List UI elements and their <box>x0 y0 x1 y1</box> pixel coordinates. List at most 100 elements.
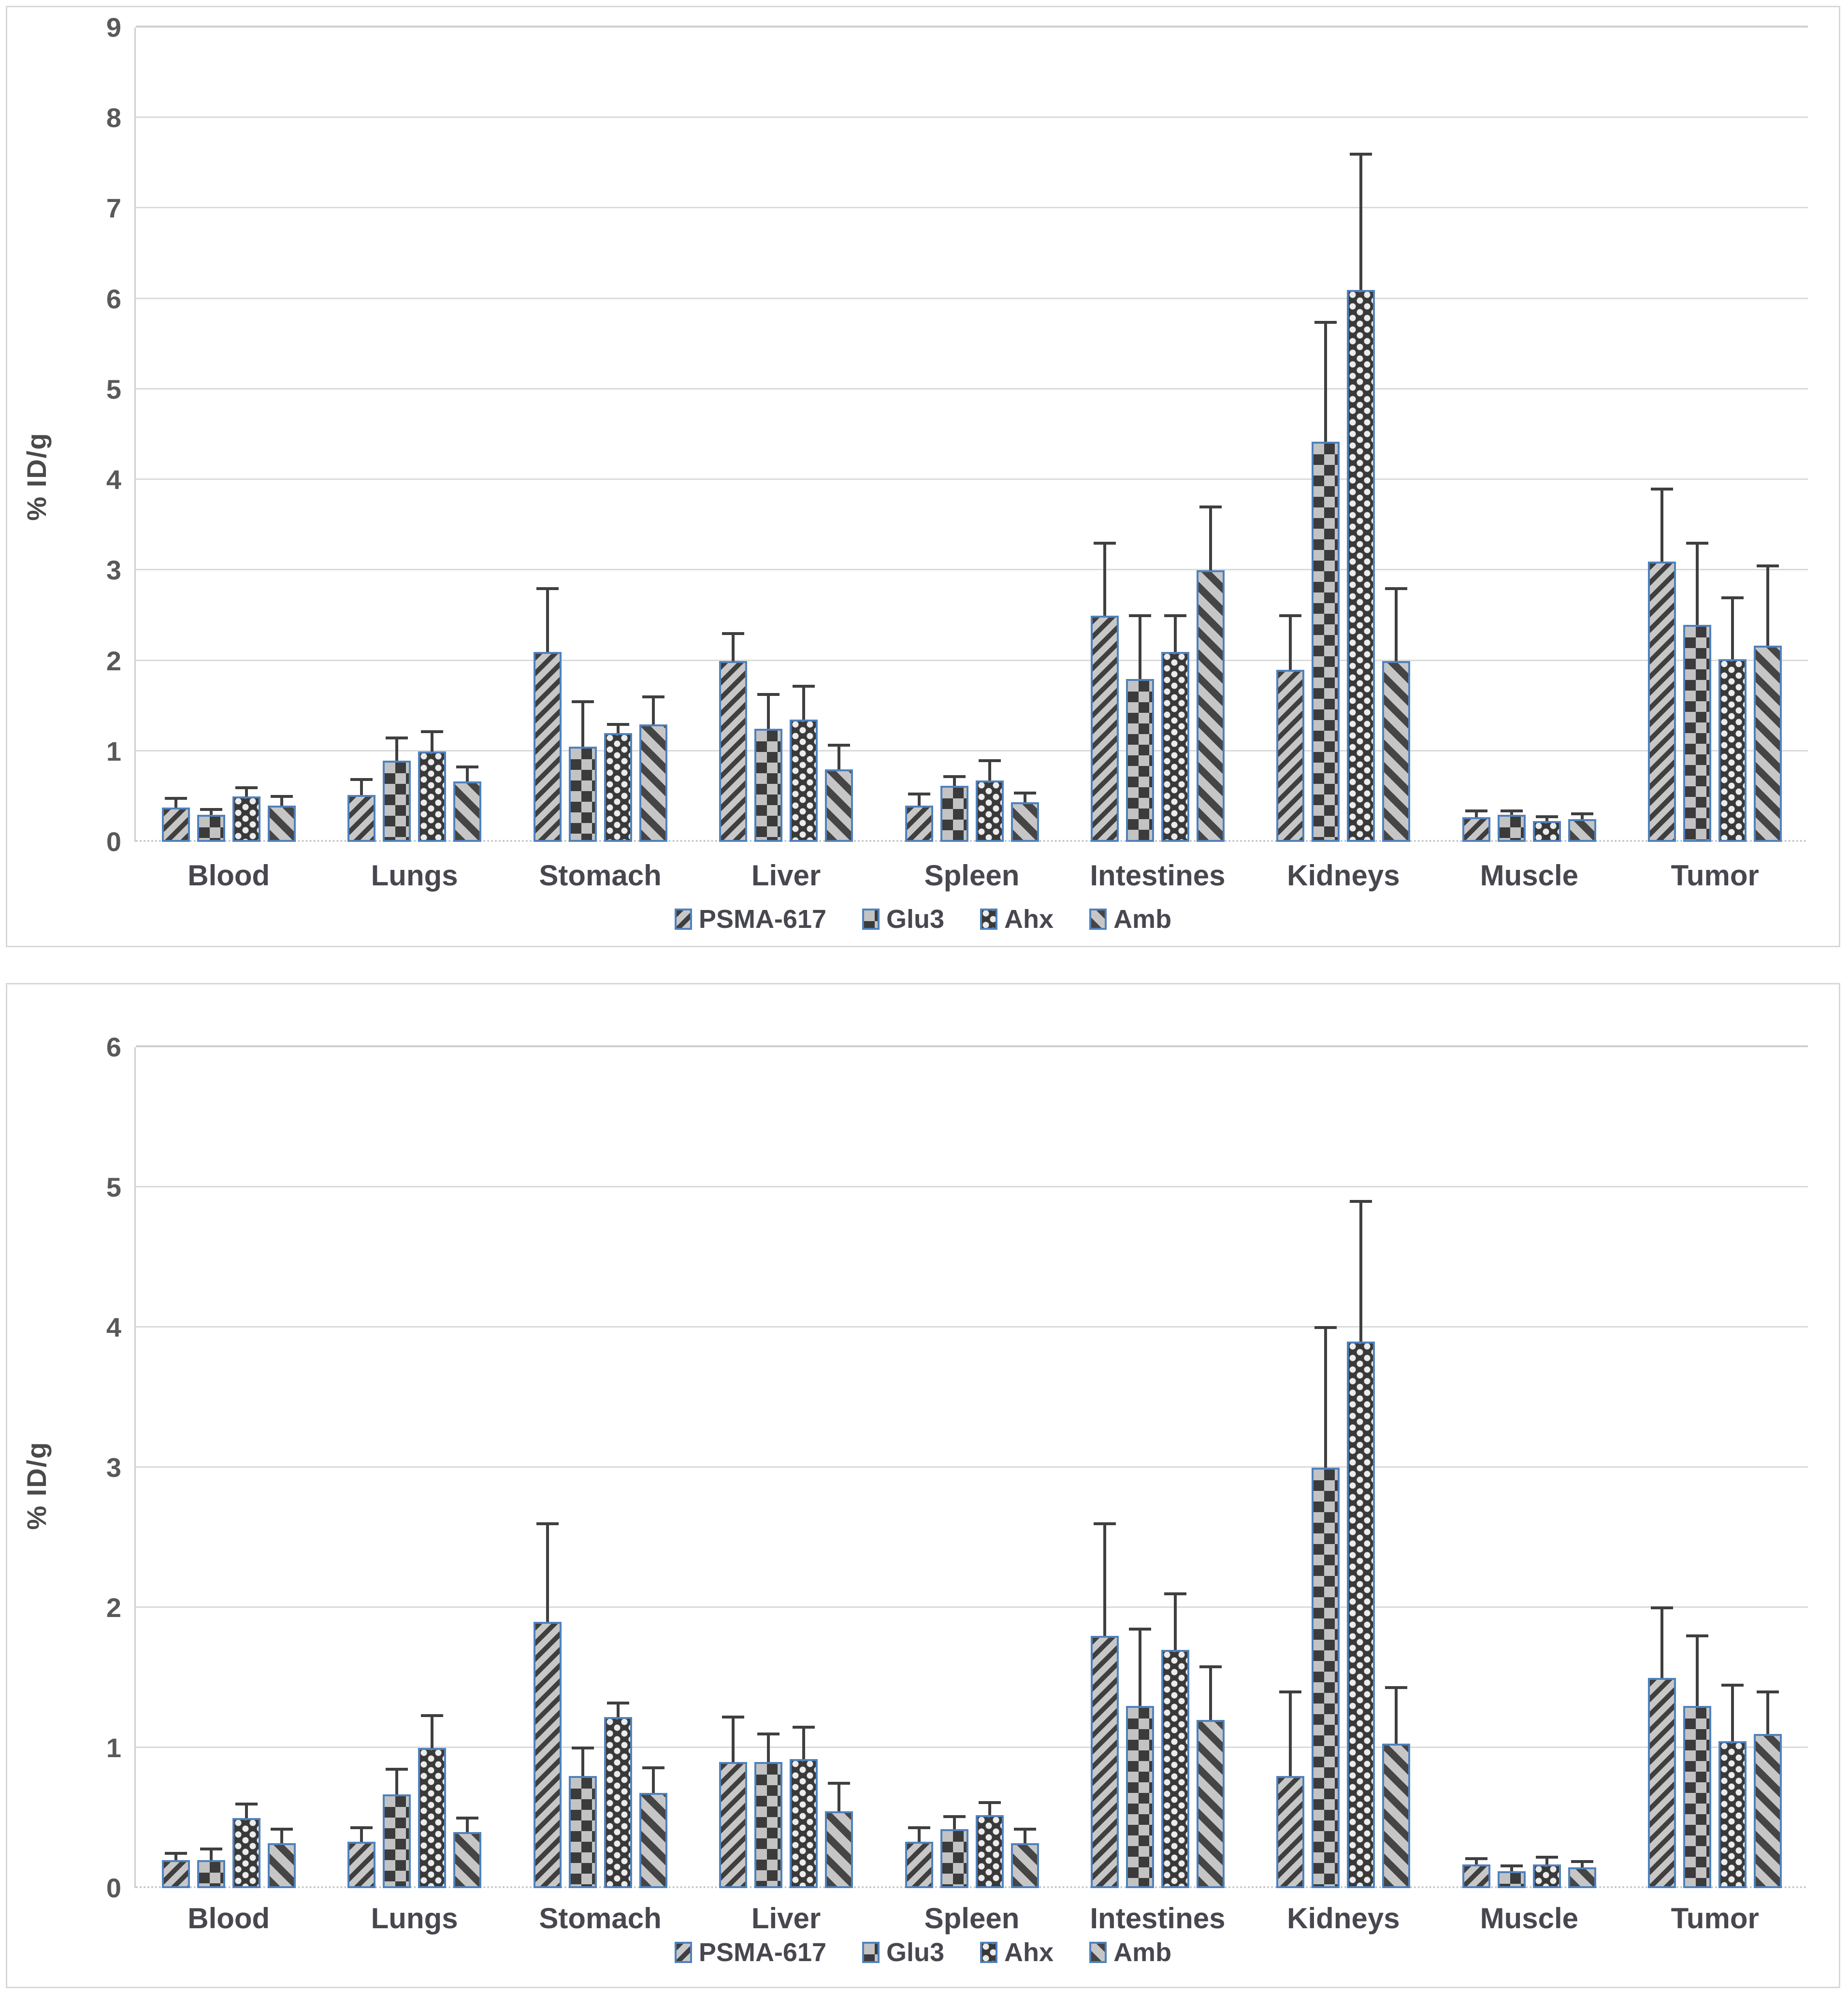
error-bar-cap <box>908 1826 930 1830</box>
y-tick-label: 4 <box>106 1312 121 1343</box>
error-bar <box>1103 543 1106 616</box>
legend-label: PSMA-617 <box>698 1938 827 1967</box>
error-bar-cap <box>722 1716 745 1719</box>
legend-label: Amb <box>1113 1938 1172 1967</box>
error-bar-cap <box>606 1702 629 1705</box>
error-bar-cap <box>1350 1200 1372 1203</box>
bar-glu3-liver <box>754 1762 783 1888</box>
error-bar-cap <box>1385 587 1408 590</box>
plot-area <box>134 1045 1808 1888</box>
bar-ahx-tumor <box>1718 659 1747 842</box>
error-bar-cap <box>270 1828 293 1831</box>
error-bar <box>732 634 735 661</box>
error-bar <box>1766 1692 1770 1734</box>
error-bar <box>1173 1594 1177 1650</box>
bottom-chart-panel: % ID/g PSMA-617 Glu3 Ahx Amb 0 1 2 3 4 5 6 Blood Lu… <box>6 983 1840 1988</box>
error-bar <box>1103 1524 1106 1636</box>
bar-ahx-lungs <box>418 751 447 842</box>
bar-amb-liver <box>825 769 853 842</box>
bar-ahx-stomach <box>604 733 632 842</box>
error-bar-cap <box>1385 1686 1408 1690</box>
legend-item-glu3: Glu3 <box>862 904 944 934</box>
gridline-y-6 <box>136 1045 1808 1047</box>
error-bar <box>767 1734 770 1762</box>
bar-amb-muscle <box>1568 1867 1596 1888</box>
legend-swatch-amb <box>1089 909 1107 930</box>
gridline-y-2 <box>136 659 1808 661</box>
bar-ahx-spleen <box>975 1815 1004 1888</box>
error-bar-cap <box>1571 812 1593 815</box>
error-bar-cap <box>164 797 187 800</box>
bar-ahx-intestines <box>1161 1650 1189 1888</box>
error-bar-cap <box>571 1747 594 1749</box>
error-bar <box>466 1818 469 1832</box>
error-bar <box>651 697 655 724</box>
error-bar <box>767 694 770 729</box>
bar-glu3-intestines <box>1126 1706 1154 1888</box>
error-bar-cap <box>1721 596 1744 599</box>
x-category-label-kidneys: Kidneys <box>1287 859 1400 892</box>
y-tick-label: 6 <box>106 283 121 314</box>
y-axis-title: % ID/g <box>21 1441 52 1530</box>
legend-swatch-ahx <box>980 1942 998 1963</box>
error-bar <box>360 1828 363 1842</box>
error-bar <box>1545 1857 1548 1864</box>
legend-label: Ahx <box>1004 1938 1054 1967</box>
bar-amb-stomach <box>639 724 667 842</box>
bar-glu3-stomach <box>568 747 597 842</box>
legend-swatch-ahx <box>980 909 998 930</box>
bar-ahx-spleen <box>975 780 1004 842</box>
error-bar <box>1138 615 1141 679</box>
x-category-label-blood: Blood <box>188 859 270 892</box>
error-bar <box>280 796 283 806</box>
bar-psma-617-stomach <box>533 651 562 842</box>
bar-amb-spleen <box>1011 802 1039 842</box>
gridline-y-3 <box>136 569 1808 571</box>
bar-ahx-liver <box>790 720 818 842</box>
gridline-y-8 <box>136 116 1808 118</box>
error-bar-cap <box>943 1815 966 1819</box>
error-bar-cap <box>757 1733 780 1735</box>
error-bar-cap <box>350 778 373 781</box>
bar-glu3-intestines <box>1126 679 1154 842</box>
error-bar-cap <box>1651 487 1674 491</box>
bar-psma-617-intestines <box>1090 1636 1119 1888</box>
x-category-label-tumor: Tumor <box>1671 1902 1759 1935</box>
gridline-y-5 <box>136 388 1808 390</box>
error-bar <box>1696 543 1699 625</box>
error-bar-cap <box>1571 1860 1593 1863</box>
error-bar <box>802 686 806 720</box>
error-bar <box>1696 1636 1699 1706</box>
error-bar <box>209 1849 213 1860</box>
bar-ahx-tumor <box>1718 1741 1747 1888</box>
gridline-y-5 <box>136 1186 1808 1187</box>
error-bar <box>1474 811 1478 818</box>
bar-glu3-lungs <box>383 1794 411 1888</box>
legend-swatch-amb <box>1089 1942 1107 1963</box>
bar-psma-617-lungs <box>347 794 376 842</box>
top-chart-panel: % ID/g PSMA-617 Glu3 Ahx Amb 0 1 2 3 4 5 6 7 8 9 Bloo… <box>6 6 1840 947</box>
error-bar-cap <box>1757 564 1779 567</box>
error-bar <box>1580 1861 1584 1867</box>
bar-ahx-lungs <box>418 1748 447 1888</box>
error-bar <box>431 731 434 751</box>
x-category-label-muscle: Muscle <box>1480 859 1579 892</box>
error-bar-cap <box>1199 1665 1222 1668</box>
bar-amb-intestines <box>1196 570 1225 842</box>
bar-psma-617-intestines <box>1090 615 1119 842</box>
error-bar-cap <box>1314 321 1337 324</box>
y-tick-label: 6 <box>106 1032 121 1062</box>
y-tick-label: 0 <box>106 1873 121 1903</box>
legend-item-psma-617: PSMA-617 <box>674 904 826 934</box>
error-bar-cap <box>1093 1522 1116 1525</box>
error-bar-cap <box>1721 1683 1744 1687</box>
bar-glu3-spleen <box>940 785 968 842</box>
y-axis-line <box>134 1047 136 1888</box>
gridline-y-4 <box>136 1326 1808 1328</box>
error-bar <box>917 794 921 806</box>
x-category-label-intestines: Intestines <box>1090 1902 1226 1935</box>
error-bar <box>245 787 248 797</box>
error-bar-cap <box>978 1801 1001 1805</box>
y-tick-label: 4 <box>106 464 121 495</box>
error-bar <box>1474 1859 1478 1864</box>
